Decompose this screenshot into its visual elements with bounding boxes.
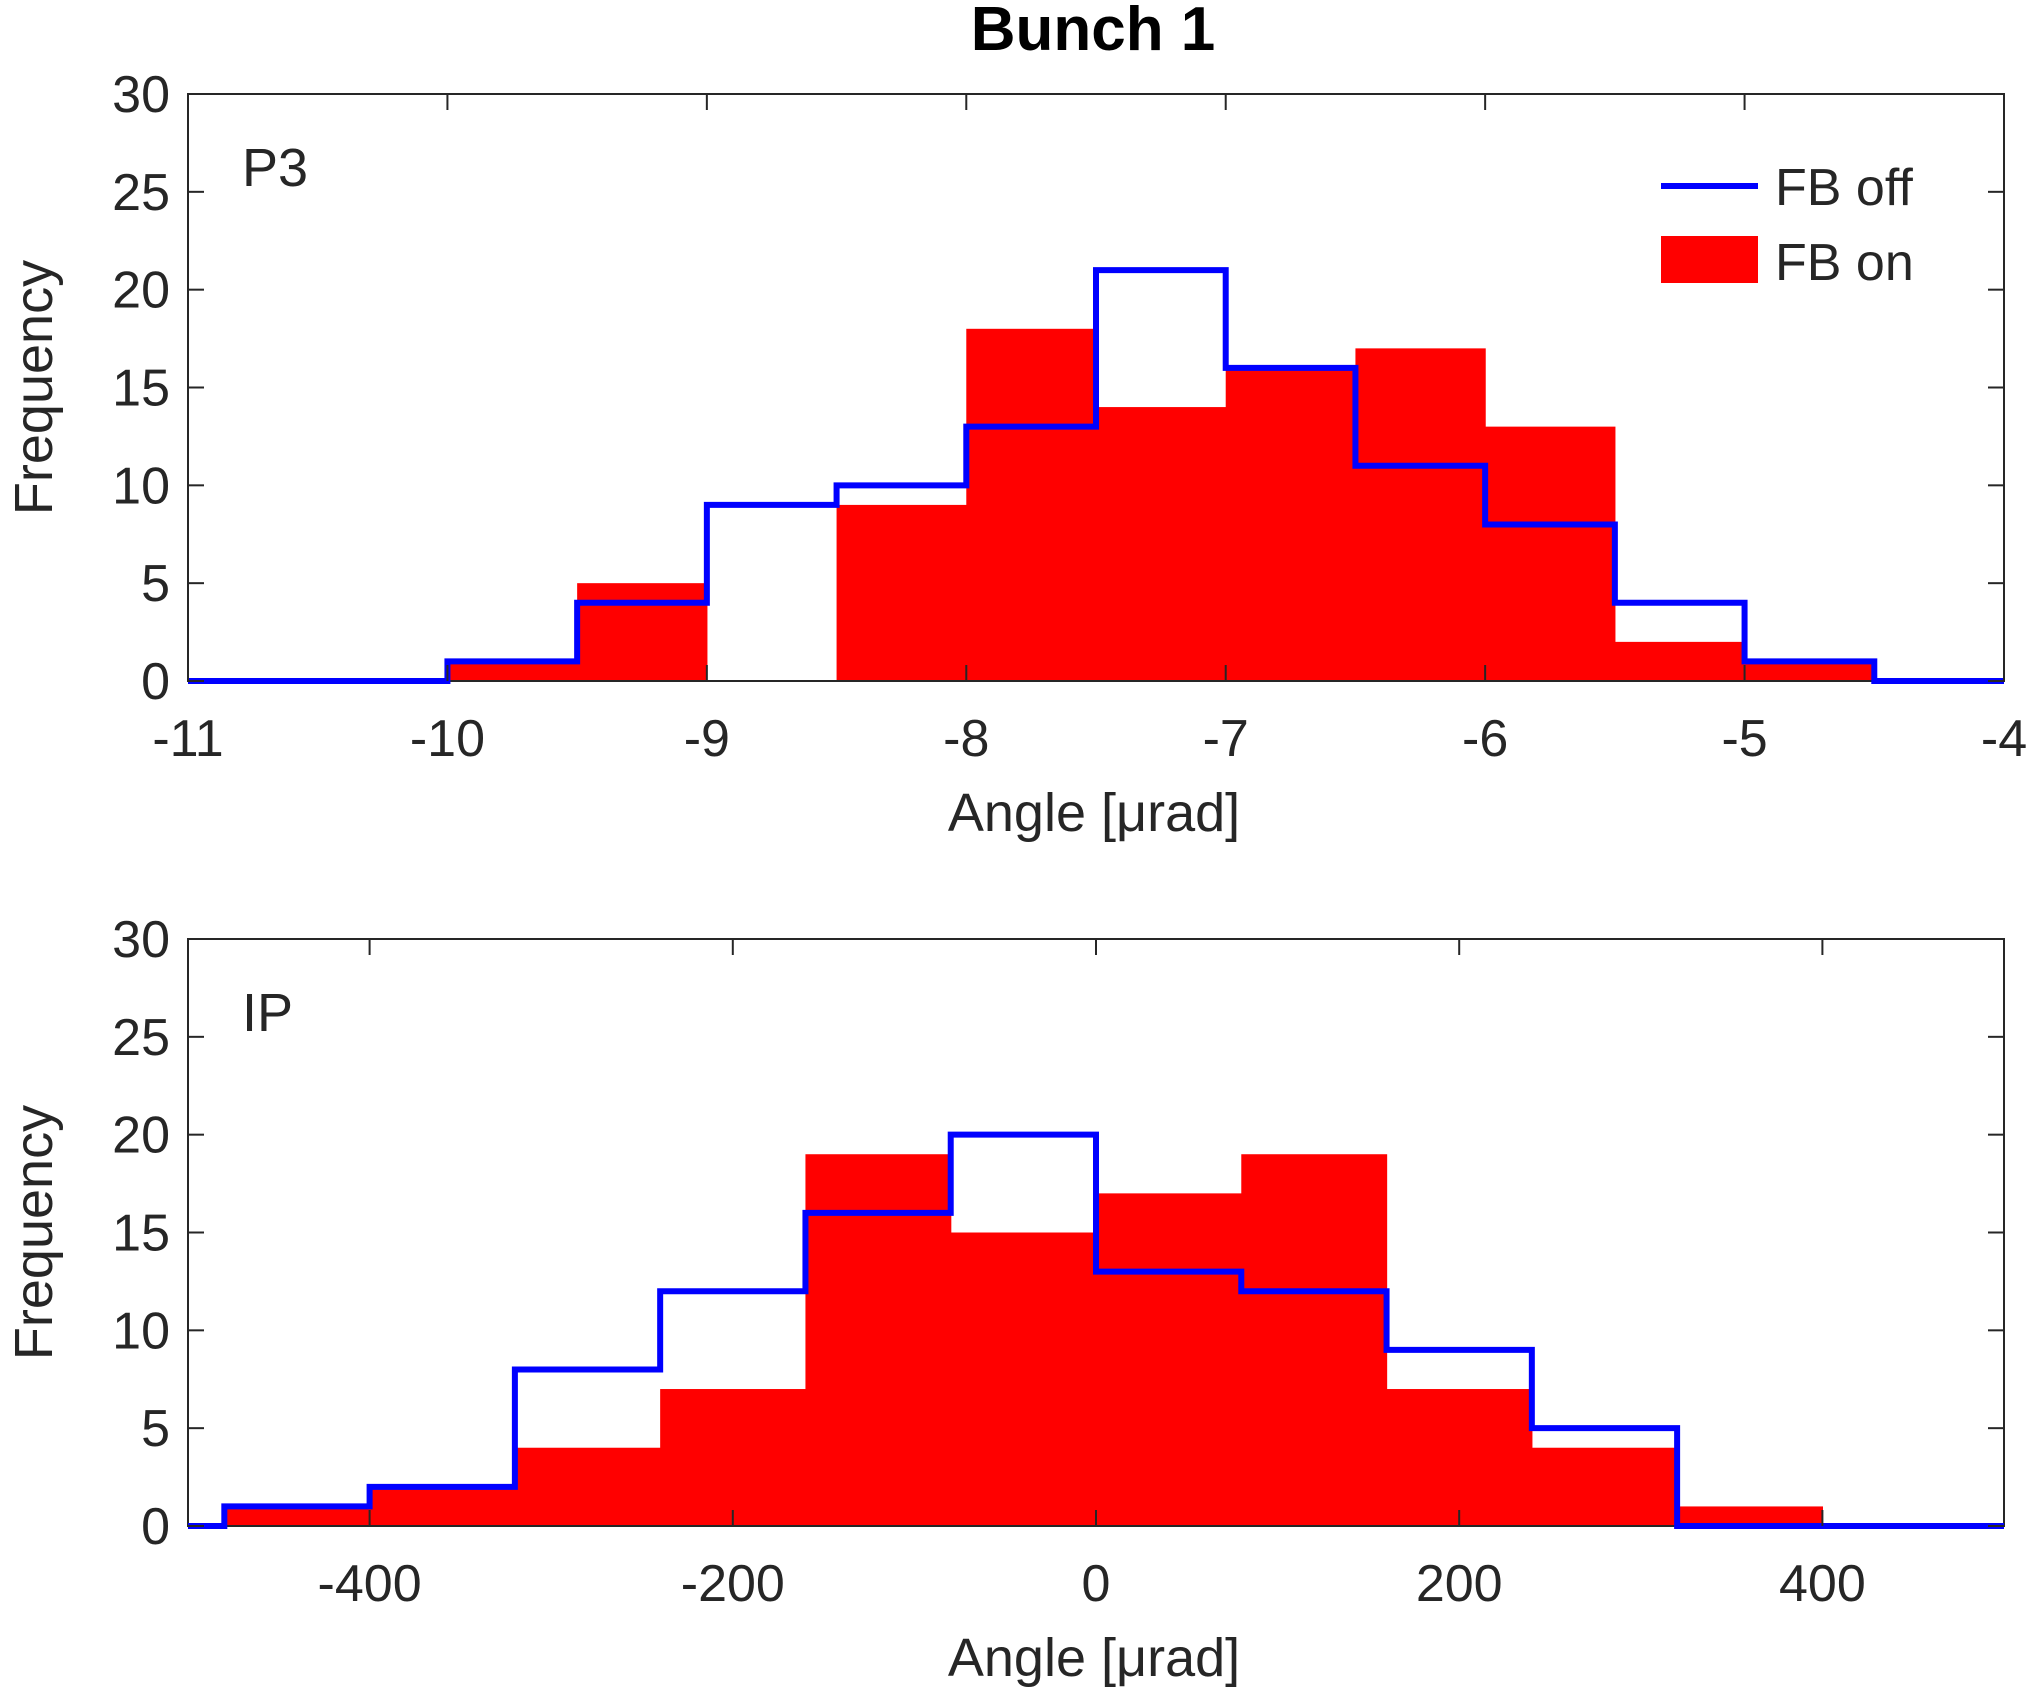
y-tick-label: 5 (141, 1400, 170, 1458)
legend-fb-on-swatch (1661, 236, 1758, 283)
y-tick-label: 25 (112, 164, 170, 222)
y-tick-label: 15 (112, 1205, 170, 1263)
x-tick-label: -11 (152, 710, 223, 768)
fb-on-bar (950, 1232, 1097, 1526)
legend-fb-on-label: FB on (1775, 234, 1914, 292)
x-tick-label: -10 (410, 710, 485, 768)
x-tick-label: -7 (1203, 710, 1249, 768)
fb-on-bar (660, 1389, 807, 1526)
y-tick-label: 5 (141, 555, 170, 613)
y-tick-label: 0 (141, 653, 170, 711)
x-tick-label: -400 (318, 1555, 422, 1613)
fb-on-bar (836, 504, 967, 681)
x-tick-label: 200 (1416, 1555, 1503, 1613)
fb-on-bar (1744, 661, 1875, 681)
fb-on-bar (966, 328, 1097, 681)
y-tick-label: 25 (112, 1009, 170, 1067)
x-tick-label: -8 (943, 710, 989, 768)
panel-label: P3 (242, 138, 308, 198)
legend: FB off FB on (1661, 159, 1914, 292)
fb-on-bar (369, 1486, 516, 1526)
panel-label: IP (242, 983, 293, 1043)
x-tick-label: 0 (1082, 1555, 1111, 1613)
fb-on-bar (224, 1506, 371, 1526)
fb-on-bar (447, 661, 578, 681)
panel-p3: 0 5 10 15 20 25 30 -11 -10 -9 -8 -7 -6 -5 -4 Angle [μra… (4, 66, 2027, 843)
fb-on-bar (1096, 407, 1227, 681)
fb-on-bar (1677, 1506, 1823, 1526)
fb-on-bar (577, 583, 708, 681)
fb-on-bar (805, 1154, 952, 1526)
fb-on-bar (514, 1447, 661, 1526)
fb-on-bar (1225, 367, 1357, 681)
fb-off-stairs-line (188, 1131, 2004, 1529)
fb-on-bar (1241, 1154, 1388, 1526)
y-tick-label: 30 (112, 66, 170, 124)
x-tick-label: -9 (684, 710, 730, 768)
fb-off-stairs-line (188, 267, 2004, 684)
y-tick-label: 20 (112, 262, 170, 320)
fb-on-bar (1355, 348, 1486, 681)
y-tick-label: 10 (112, 1302, 170, 1360)
x-tick-label: -4 (1981, 710, 2027, 768)
x-tick-label: -5 (1721, 710, 1767, 768)
y-tick-label: 15 (112, 360, 170, 418)
x-tick-label: -200 (681, 1555, 785, 1613)
x-axis-label: Angle [μrad] (948, 783, 1240, 843)
fb-on-bar (1386, 1389, 1533, 1526)
y-tick-label: 30 (112, 911, 170, 969)
y-axis-label: Frequency (4, 1105, 64, 1360)
panel-ip: 0 5 10 15 20 25 30 -400 -200 0 200 400 Angle [μrad] F… (4, 911, 2005, 1688)
x-tick-label: 400 (1779, 1555, 1866, 1613)
figure-title: Bunch 1 (971, 0, 1216, 64)
x-axis-label: Angle [μrad] (948, 1628, 1240, 1688)
fb-on-bar (1096, 1193, 1242, 1526)
fb-on-bar (1531, 1447, 1678, 1526)
x-tick-label: -6 (1462, 710, 1508, 768)
fb-on-bar (1614, 641, 1746, 681)
y-tick-label: 20 (112, 1107, 170, 1165)
y-axis-label: Frequency (4, 260, 64, 515)
y-tick-label: 0 (141, 1498, 170, 1556)
fb-on-bar (1485, 426, 1616, 681)
legend-fb-off-label: FB off (1775, 159, 1913, 217)
y-tick-label: 10 (112, 457, 170, 515)
